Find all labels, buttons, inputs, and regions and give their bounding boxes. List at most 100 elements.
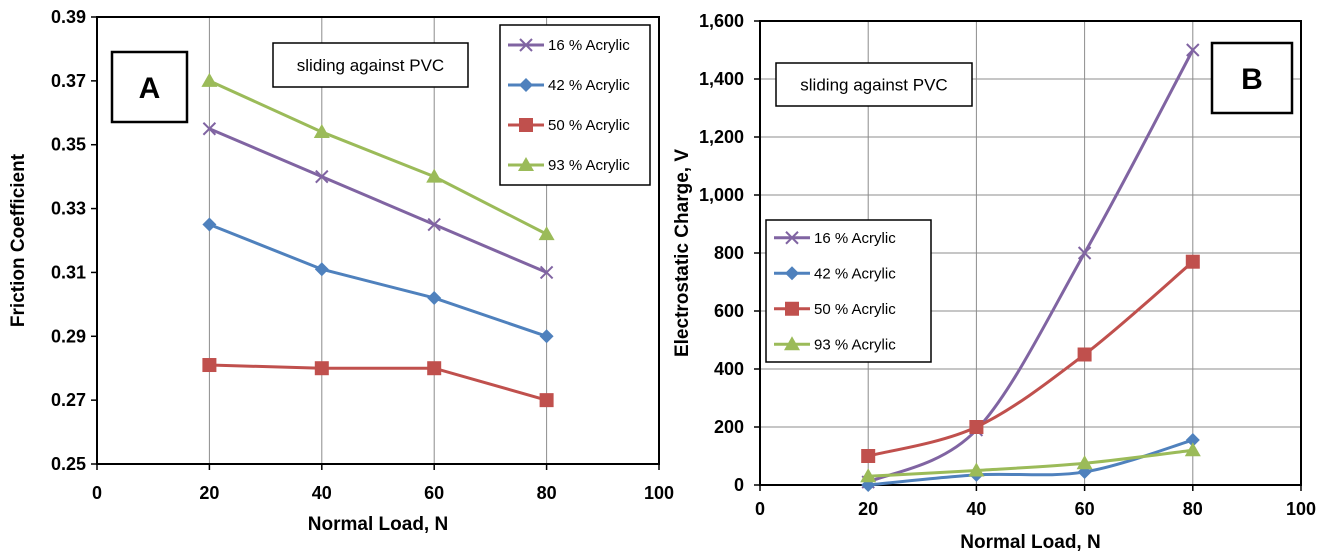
y-tick-label: 200 <box>714 417 744 437</box>
x-tick-label: 80 <box>1183 499 1203 519</box>
x-tick-label: 20 <box>858 499 878 519</box>
legend-label: 16 % Acrylic <box>814 230 896 247</box>
x-tick-label: 40 <box>312 483 332 503</box>
series-line <box>209 363 548 402</box>
data-point-marker <box>1184 442 1201 457</box>
y-axis-title: Friction Coefficient <box>8 153 29 327</box>
data-point-marker <box>968 462 985 477</box>
y-tick-label: 1,000 <box>699 185 744 205</box>
y-tick-label: 1,600 <box>699 11 744 31</box>
y-tick-label: 600 <box>714 301 744 321</box>
y-tick-label: 0 <box>734 475 744 495</box>
x-tick-label: 20 <box>199 483 219 503</box>
series-line <box>867 49 1195 484</box>
legend-box <box>499 24 651 186</box>
chart-panel-b: 0 200 400 600 800 1,000 1,200 1,400 1,600 0 20 40 60… <box>672 11 1316 553</box>
data-point-marker <box>427 217 441 232</box>
data-point-marker <box>969 420 984 434</box>
panel-letter: B <box>1241 63 1263 96</box>
legend-box <box>765 219 932 363</box>
legend-entry: 42 % Acrylic <box>508 77 630 94</box>
data-point-marker <box>314 361 329 376</box>
legend-swatch-marker <box>519 78 533 92</box>
data-point-marker-stroke-b <box>202 122 217 136</box>
legend-label: 50 % Acrylic <box>548 117 630 134</box>
legend-swatch-marker-stroke-b <box>785 231 799 245</box>
legend-entry: 42 % Acrylic <box>774 265 896 282</box>
legend-label: 50 % Acrylic <box>814 301 896 318</box>
series-42-acrylic <box>202 217 554 344</box>
legend-swatch-marker <box>519 118 533 132</box>
data-point-marker <box>860 468 877 483</box>
data-point-marker <box>1077 246 1092 260</box>
legend-entry: 16 % Acrylic <box>774 230 896 247</box>
legend-swatch-marker <box>785 266 799 281</box>
data-point-marker <box>539 265 554 280</box>
x-axis-title: Normal Load, N <box>308 514 448 535</box>
legend-label: 93 % Acrylic <box>814 336 896 353</box>
y-tick-label: 400 <box>714 359 744 379</box>
data-point-marker <box>539 329 554 344</box>
data-point-marker <box>427 361 442 376</box>
series-line <box>208 223 548 338</box>
legend-entry: 93 % Acrylic <box>508 157 630 174</box>
x-tick-label: 60 <box>1075 499 1095 519</box>
y-tick-label: 1,400 <box>699 69 744 89</box>
legend-swatch-marker <box>785 301 799 316</box>
data-point-marker <box>426 168 443 183</box>
series-line <box>208 79 548 236</box>
data-point-marker <box>313 123 330 138</box>
y-tick-label: 0.27 <box>51 390 86 410</box>
legend: 16 % Acrylic 42 % Acrylic 50 % Acrylic 93 %… <box>499 24 651 186</box>
annotation-text: sliding against PVC <box>297 56 444 75</box>
legend-swatch-marker-stroke-b <box>519 38 533 52</box>
legend-swatch-marker <box>519 38 533 52</box>
data-point-marker <box>202 122 217 136</box>
y-tick-label: 0.39 <box>51 7 86 27</box>
x-axis-title: Normal Load, N <box>960 532 1100 553</box>
data-point-marker <box>1185 254 1200 269</box>
data-point-marker <box>202 217 217 232</box>
annotation-box <box>775 62 973 107</box>
chart-panel-a: 0.25 0.27 0.29 0.31 0.33 0.35 0.37 0.39 0 20 40 60 8… <box>8 7 674 535</box>
panel-letter-box <box>110 50 189 124</box>
series-93-acrylic <box>201 72 555 241</box>
legend-entry: 50 % Acrylic <box>774 301 896 318</box>
series-line <box>867 260 1194 458</box>
x-tick-label: 40 <box>966 499 986 519</box>
data-point-marker <box>314 262 329 277</box>
y-axis-title: Electrostatic Charge, V <box>672 149 693 357</box>
data-point-marker <box>861 449 876 463</box>
x-tick-label: 100 <box>1286 499 1316 519</box>
x-tick-label: 80 <box>537 483 557 503</box>
data-point-marker <box>538 226 555 241</box>
data-point-marker <box>1185 433 1200 448</box>
y-tick-label: 0.31 <box>51 262 86 282</box>
data-point-marker <box>427 290 442 305</box>
data-point-marker <box>1186 43 1200 57</box>
series-42-acrylic <box>861 433 1200 492</box>
series-line <box>868 448 1193 478</box>
legend: 16 % Acrylic 42 % Acrylic 50 % Acrylic 93 %… <box>765 219 932 363</box>
y-tick-label: 0.35 <box>51 135 86 155</box>
panel-letter-box <box>1210 41 1294 115</box>
data-point-marker <box>202 358 217 373</box>
data-point-marker-stroke-b <box>1186 43 1200 57</box>
gridlines <box>760 21 1301 485</box>
y-tick-label: 1,200 <box>699 127 744 147</box>
y-tick-label: 800 <box>714 243 744 263</box>
plot-frame <box>96 16 660 465</box>
data-point-marker <box>539 393 554 408</box>
series-50-acrylic <box>861 254 1200 463</box>
x-tick-label: 100 <box>644 483 674 503</box>
legend-label: 16 % Acrylic <box>548 37 630 54</box>
data-point-marker-stroke-b <box>427 217 441 232</box>
data-point-marker <box>201 72 218 87</box>
x-tick-label: 0 <box>755 499 765 519</box>
legend-entry: 93 % Acrylic <box>774 336 896 353</box>
y-tick-label: 0.29 <box>51 326 86 346</box>
series-line <box>208 127 548 274</box>
legend-label: 42 % Acrylic <box>814 265 896 282</box>
series-93-acrylic <box>860 442 1201 483</box>
